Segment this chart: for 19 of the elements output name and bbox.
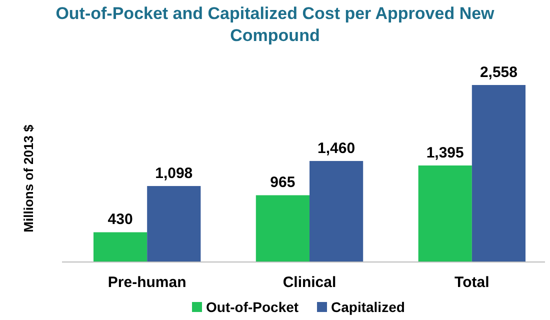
bar	[310, 160, 364, 262]
data-label: 1,460	[318, 140, 356, 157]
data-label: 430	[108, 211, 133, 228]
bar	[147, 186, 201, 262]
bar	[93, 232, 148, 262]
data-label: 965	[270, 174, 296, 192]
legend-label: Out-of-Pocket	[206, 299, 299, 315]
data-label: 1,098	[155, 165, 193, 182]
x-tick-label: Total	[454, 274, 490, 291]
x-tick-label: Pre-human	[108, 274, 186, 291]
bar	[256, 195, 310, 262]
chart-title: Out-of-Pocket and Capitalized Cost per Approved New Compound	[56, 4, 496, 45]
bar	[472, 85, 526, 262]
data-label: 2,558	[480, 64, 518, 81]
x-tick-label: Clinical	[282, 274, 336, 291]
legend-label: Capitalized	[331, 299, 405, 315]
data-label: 1,395	[426, 144, 464, 162]
y-axis-title: Millions of 2013 $	[21, 124, 36, 232]
bar	[418, 165, 472, 262]
